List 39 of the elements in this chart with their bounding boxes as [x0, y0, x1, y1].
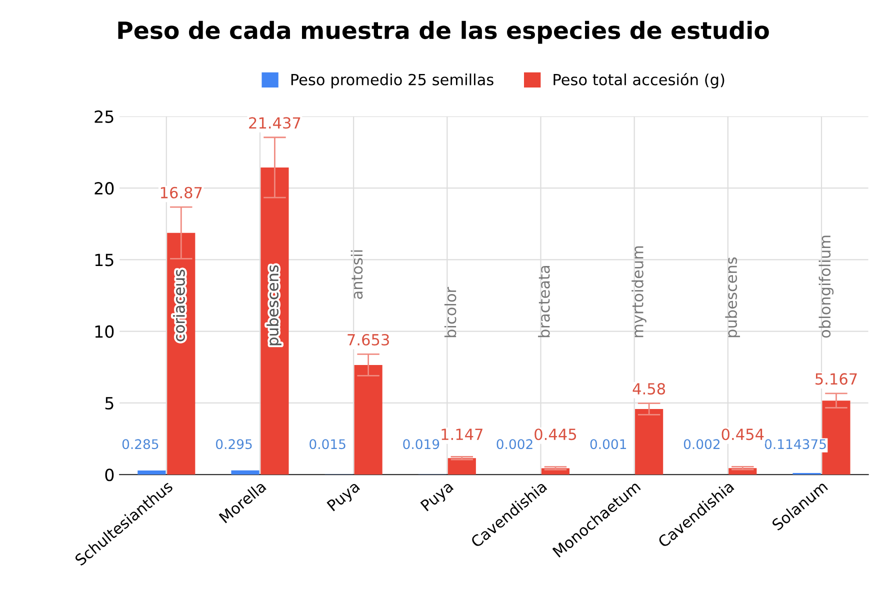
bar	[260, 167, 289, 475]
data-label: 0.295	[216, 439, 252, 450]
legend-label: Peso promedio 25 semillas	[291, 74, 494, 88]
data-label: 0.002	[496, 439, 532, 450]
data-label: 0.445	[534, 428, 576, 440]
annotation: bracteata	[538, 266, 550, 338]
bar	[635, 408, 664, 475]
y-tick-label: 25	[94, 110, 114, 123]
legend-label: Peso total accesión (g)	[554, 72, 724, 88]
annotation: coriaceus	[173, 270, 185, 342]
y-tick-label: 15	[95, 254, 114, 266]
data-label: 0.114375	[764, 439, 826, 450]
annotation: oblongifolium	[818, 236, 834, 338]
y-tick-label: 10	[95, 325, 114, 338]
annotation: pubescens	[725, 257, 740, 338]
y-tick-label: 20	[94, 182, 114, 195]
data-label: 7.653	[348, 334, 389, 346]
y-tick-label: 5	[105, 397, 114, 410]
data-label: 4.58	[632, 383, 666, 395]
annotation: pubescens	[266, 265, 282, 346]
data-label: 0.015	[310, 439, 346, 450]
bar	[354, 364, 382, 475]
y-tick-label: 0	[105, 468, 114, 482]
data-label: 16.87	[160, 186, 202, 198]
bar	[231, 470, 260, 475]
data-label: 0.285	[122, 439, 158, 450]
annotation: antosii	[350, 250, 363, 299]
annotation: myrtoideum	[632, 246, 646, 338]
data-label: 21.437	[249, 117, 300, 129]
data-label: 0.001	[590, 439, 626, 450]
data-label: 0.019	[403, 439, 440, 450]
data-label: 5.167	[816, 373, 857, 385]
annotation: bicolor	[444, 286, 456, 338]
bar	[448, 458, 476, 475]
data-label: 0.454	[722, 428, 764, 440]
data-label: 0.002	[684, 439, 720, 450]
chart-title: Peso de cada muestra de las especies de estudio	[118, 20, 769, 44]
bar	[138, 470, 166, 475]
data-label: 1.147	[442, 428, 482, 440]
